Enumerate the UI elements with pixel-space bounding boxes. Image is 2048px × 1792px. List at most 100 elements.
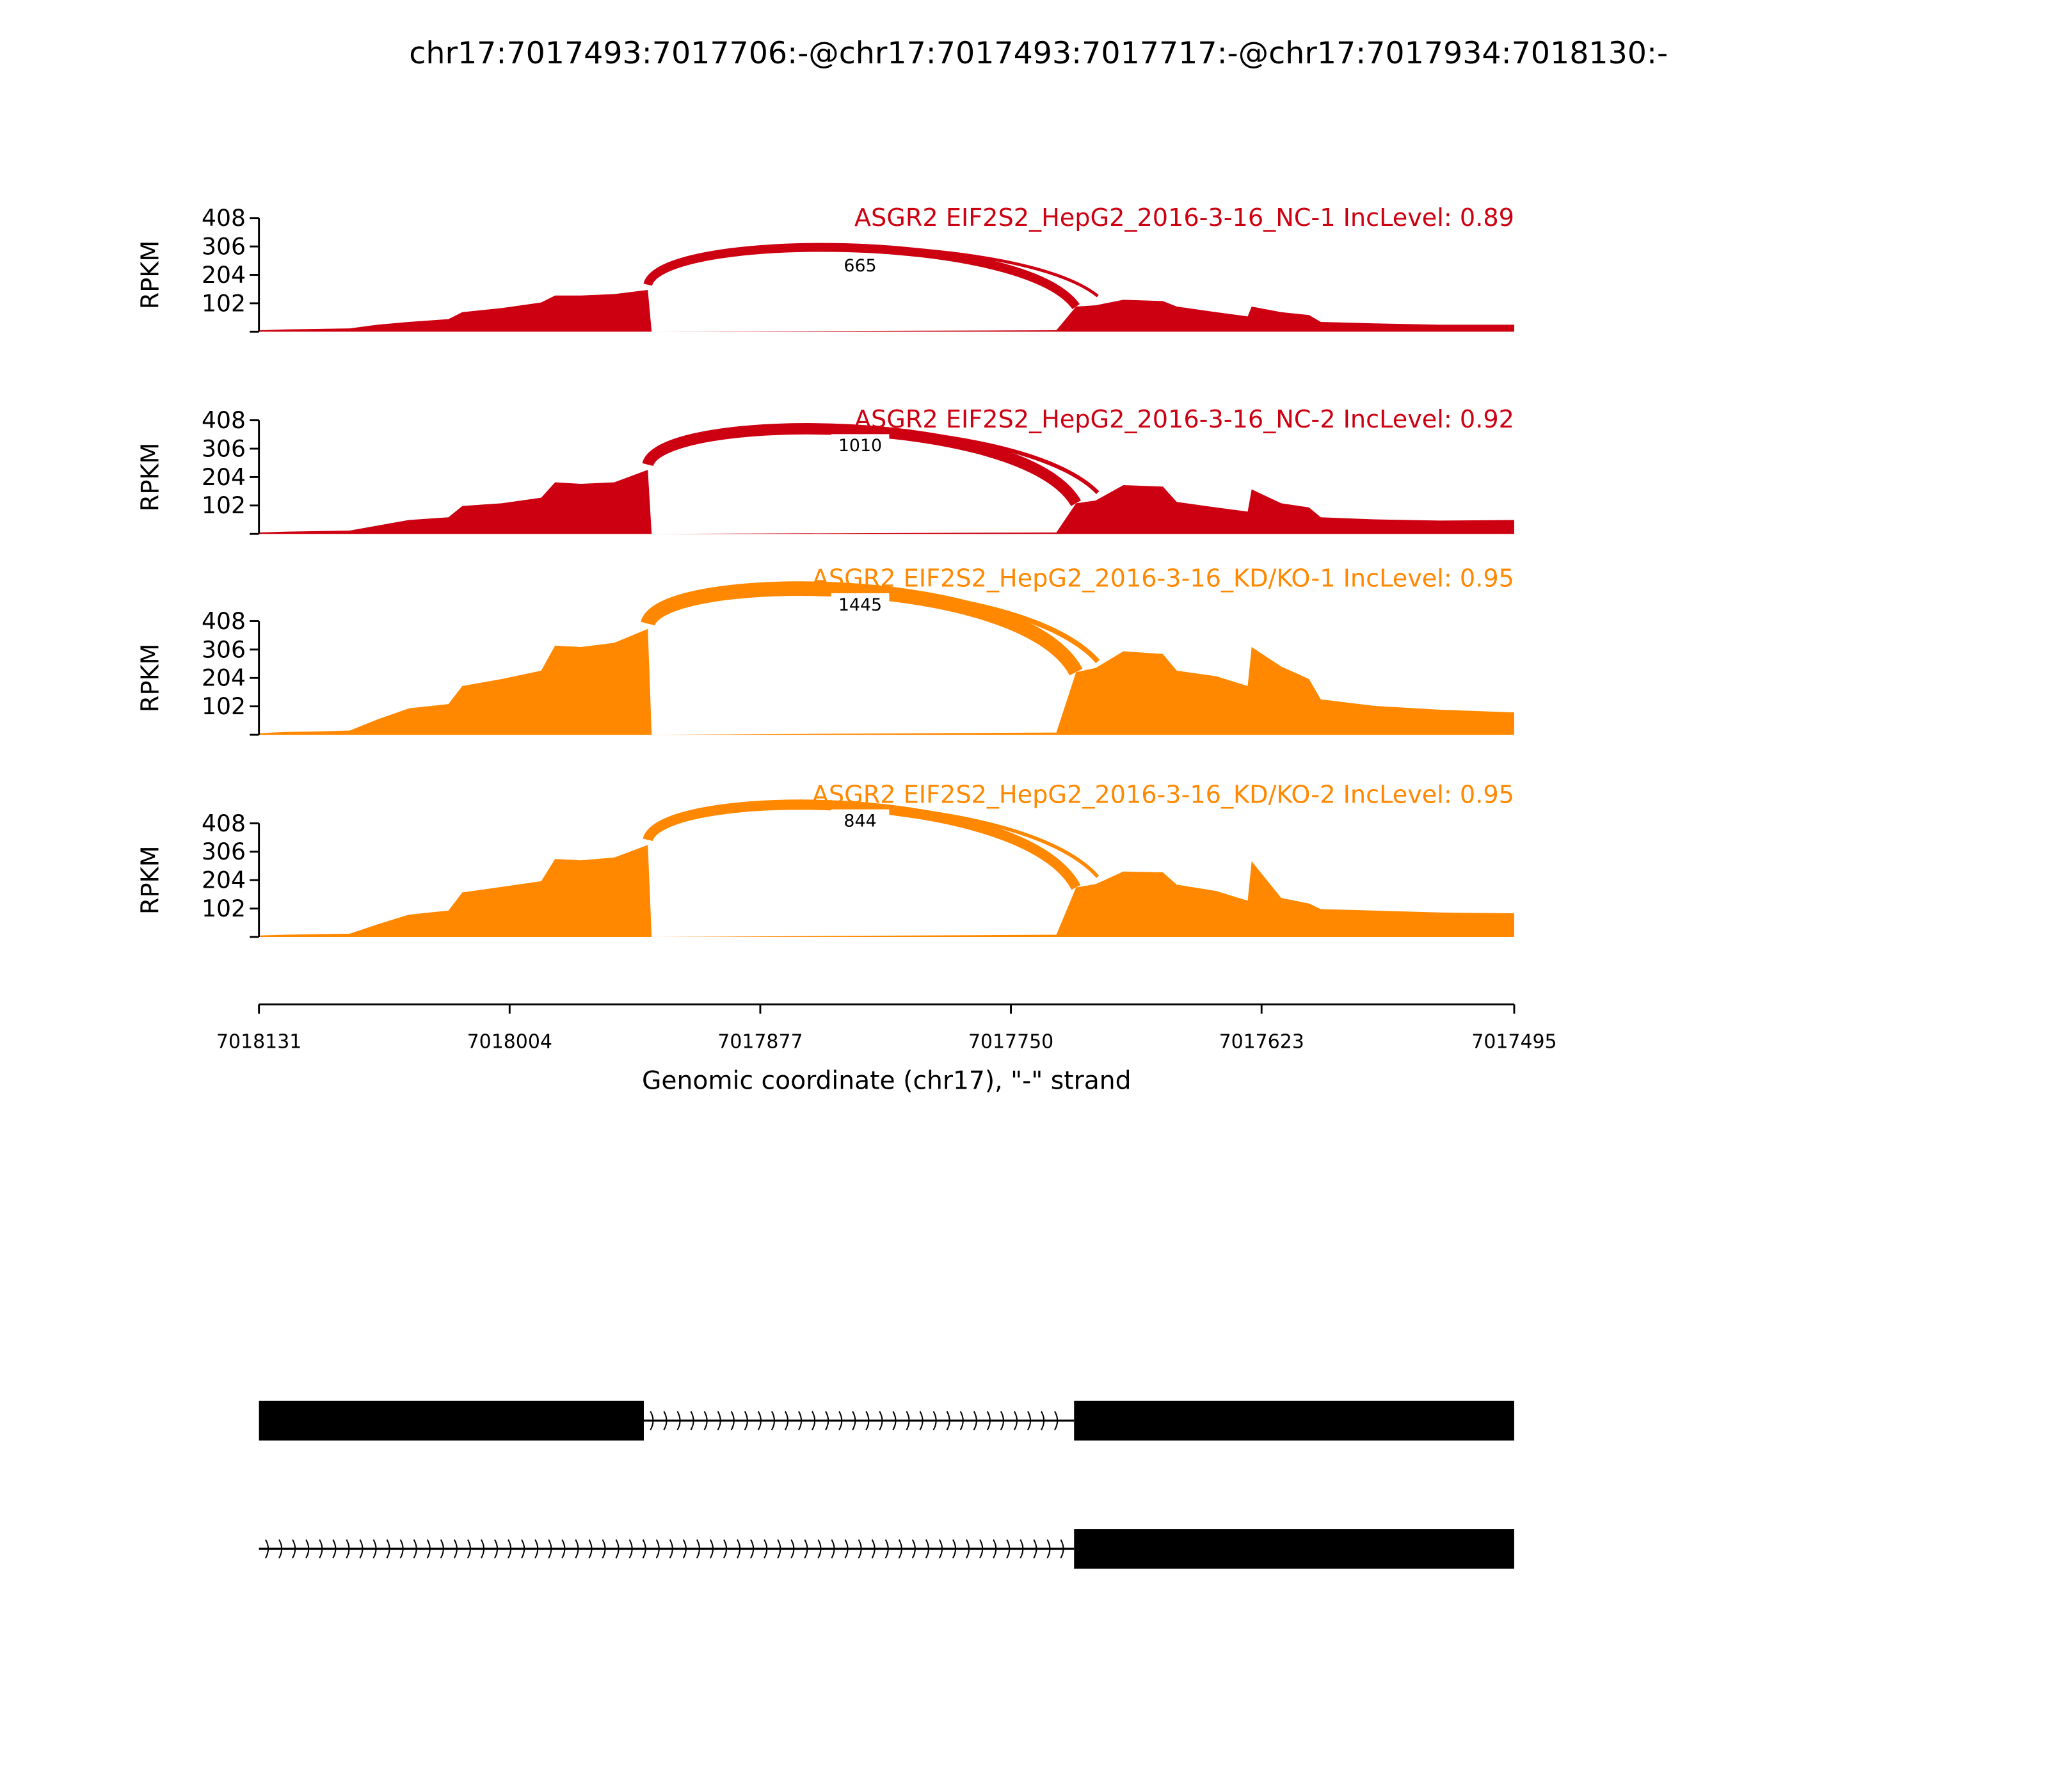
strand-chevron-icon: [682, 1539, 687, 1559]
y-tick-label: 204: [202, 463, 246, 491]
strand-chevron-icon: [709, 1539, 714, 1559]
strand-chevron-icon: [359, 1539, 364, 1559]
coverage-area: [259, 290, 1514, 332]
strand-chevron-icon: [730, 1411, 735, 1430]
strand-chevron-icon: [959, 1411, 964, 1430]
strand-chevron-icon: [1054, 1411, 1059, 1430]
y-tick-label: 306: [202, 636, 246, 663]
strand-chevron-icon: [413, 1539, 417, 1559]
strand-chevron-icon: [332, 1539, 337, 1559]
x-tick-label: 7017623: [1219, 1030, 1304, 1053]
exon-block: [1074, 1400, 1514, 1441]
strand-chevron-icon: [898, 1539, 902, 1559]
strand-chevron-icon: [911, 1539, 916, 1559]
strand-chevron-icon: [386, 1539, 390, 1559]
strand-chevron-icon: [812, 1411, 816, 1430]
strand-chevron-icon: [717, 1411, 721, 1430]
junction-count-label: 844: [844, 811, 876, 831]
y-tick-label: 408: [202, 607, 246, 635]
sample-label: ASGR2 EIF2S2_HepG2_2016-3-16_NC-1 IncLev…: [854, 204, 1514, 232]
junction-count-label: 665: [844, 256, 876, 276]
strand-chevron-icon: [844, 1539, 849, 1559]
strand-chevron-icon: [561, 1539, 566, 1559]
exon-block: [259, 1400, 644, 1441]
strand-chevron-icon: [467, 1539, 471, 1559]
junction-label-box: [831, 593, 890, 614]
y-tick-label: 306: [202, 232, 246, 260]
strand-chevron-icon: [986, 1411, 991, 1430]
strand-chevron-icon: [494, 1539, 499, 1559]
strand-chevron-icon: [757, 1411, 762, 1430]
strand-chevron-icon: [669, 1539, 673, 1559]
junction-arc: [643, 799, 1081, 890]
isoform-2: [259, 1529, 1514, 1569]
x-axis: 7018131 7018004 7017877 7017750 7017623 70174…: [216, 1003, 1557, 1053]
strand-chevron-icon: [319, 1539, 323, 1559]
strand-chevron-icon: [650, 1411, 654, 1430]
x-tick-label: 7017495: [1471, 1030, 1556, 1053]
strand-chevron-icon: [946, 1411, 950, 1430]
strand-chevron-icon: [973, 1411, 977, 1430]
strand-chevron-icon: [777, 1539, 781, 1559]
strand-chevron-icon: [784, 1411, 789, 1430]
strand-chevron-icon: [798, 1411, 803, 1430]
y-tick-label: 204: [202, 664, 246, 692]
strand-chevron-icon: [952, 1539, 957, 1559]
y-tick-label: 102: [202, 492, 246, 519]
strand-chevron-icon: [548, 1539, 552, 1559]
x-tick-label: 7017750: [968, 1030, 1053, 1053]
junction-count-label: 1010: [838, 436, 882, 456]
sample-label: ASGR2 EIF2S2_HepG2_2016-3-16_KD/KO-2 Inc…: [812, 781, 1514, 809]
strand-chevron-icon: [1000, 1411, 1004, 1430]
sample-panel-1: 665 ASGR2 EIF2S2_HepG2_2016-3-16_NC-1 Inc…: [137, 204, 1514, 333]
junction-label-box: [831, 254, 890, 276]
strand-chevron-icon: [966, 1539, 970, 1559]
strand-chevron-icon: [628, 1539, 633, 1559]
strand-chevron-icon: [804, 1539, 808, 1559]
strand-chevron-icon: [676, 1411, 681, 1430]
strand-chevron-icon: [1060, 1539, 1064, 1559]
exon-block: [1074, 1529, 1514, 1569]
junction-arc: [642, 423, 1082, 507]
junction-count-label: 1445: [838, 595, 882, 615]
strand-chevron-icon: [453, 1539, 458, 1559]
strand-chevron-icon: [663, 1411, 668, 1430]
strand-chevron-icon: [993, 1539, 997, 1559]
strand-chevron-icon: [440, 1539, 444, 1559]
y-tick-label: 306: [202, 435, 246, 462]
isoform-1: [259, 1400, 1514, 1441]
junction-arc: [641, 581, 1083, 676]
strand-chevron-icon: [932, 1411, 937, 1430]
y-tick-label: 204: [202, 261, 246, 289]
strand-chevron-icon: [852, 1411, 856, 1430]
strand-chevron-icon: [615, 1539, 620, 1559]
strand-chevron-icon: [938, 1539, 943, 1559]
y-tick-label: 204: [202, 867, 246, 894]
strand-chevron-icon: [278, 1539, 283, 1559]
chart-title: chr17:7017493:7017706:-@chr17:7017493:70…: [409, 36, 1668, 71]
y-tick-label: 102: [202, 289, 246, 317]
strand-chevron-icon: [1027, 1411, 1032, 1430]
strand-chevron-icon: [292, 1539, 296, 1559]
strand-chevron-icon: [831, 1539, 835, 1559]
strand-chevron-icon: [642, 1539, 646, 1559]
strand-chevron-icon: [1033, 1539, 1037, 1559]
junction-label-box: [831, 434, 890, 456]
y-axis-label: RPKM: [137, 443, 165, 512]
strand-chevron-icon: [346, 1539, 350, 1559]
strand-chevron-icon: [575, 1539, 579, 1559]
y-tick-label: 102: [202, 692, 246, 720]
strand-chevron-icon: [1020, 1539, 1024, 1559]
strand-chevron-icon: [703, 1411, 708, 1430]
y-axis-label: RPKM: [137, 845, 165, 915]
strand-chevron-icon: [399, 1539, 404, 1559]
strand-chevron-icon: [655, 1539, 660, 1559]
strand-chevron-icon: [508, 1539, 512, 1559]
coverage-area: [259, 845, 1514, 938]
y-tick-label: 102: [202, 895, 246, 922]
strand-chevron-icon: [884, 1539, 889, 1559]
strand-chevron-icon: [764, 1539, 768, 1559]
